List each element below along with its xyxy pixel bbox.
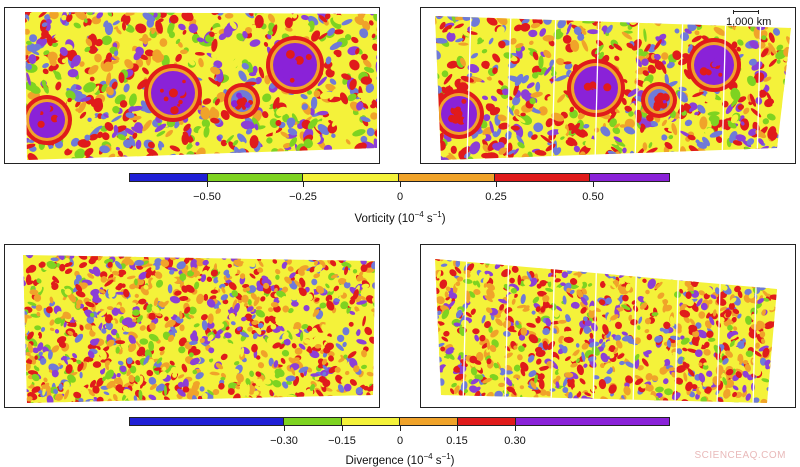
vorticity-map-left-image — [25, 12, 377, 160]
vorticity-map-right-image — [435, 16, 791, 160]
vorticity-colorbar — [129, 173, 670, 182]
colorbar-tick-label: −0.30 — [270, 435, 298, 447]
colorbar-tick-label: 0.25 — [485, 191, 507, 203]
colorbar-band — [284, 418, 343, 425]
colorbar-tick — [342, 426, 343, 431]
colorbar-tick — [303, 182, 304, 187]
colorbar-band — [590, 174, 669, 181]
colorbar-band — [130, 418, 285, 425]
scale-bar-line — [733, 10, 759, 14]
colorbar-tick — [284, 426, 285, 431]
colorbar-band — [457, 418, 516, 425]
colorbar-tick-label: 0.50 — [582, 191, 604, 203]
watermark: SCIENCEAQ.COM — [694, 450, 786, 461]
vorticity-map-right — [420, 7, 796, 164]
colorbar-tick — [207, 182, 208, 187]
colorbar-band — [130, 174, 208, 181]
divergence-map-left-image — [23, 255, 375, 403]
colorbar-tick-label: 0.15 — [446, 435, 468, 447]
divergence-colorbar — [129, 417, 670, 426]
colorbar-band — [399, 174, 495, 181]
colorbar-tick — [496, 182, 497, 187]
colorbar-tick-label: −0.15 — [328, 435, 356, 447]
divergence-map-right — [420, 244, 796, 408]
divergence-map-right-image — [435, 259, 777, 403]
colorbar-band — [342, 418, 400, 425]
colorbar-tick-label: 0 — [396, 435, 404, 447]
colorbar-tick — [400, 182, 401, 187]
colorbar-tick-label: −0.50 — [193, 191, 221, 203]
colorbar-tick-label: 0 — [396, 191, 404, 203]
colorbar-band — [515, 418, 669, 425]
vorticity-colorbar-title: Vorticity (10−4 s−1) — [354, 210, 446, 225]
vorticity-map-left — [4, 7, 380, 164]
colorbar-band — [494, 174, 591, 181]
colorbar-band — [207, 174, 304, 181]
colorbar-tick — [593, 182, 594, 187]
colorbar-tick — [400, 426, 401, 431]
colorbar-tick — [515, 426, 516, 431]
colorbar-band — [303, 174, 399, 181]
divergence-map-left — [4, 244, 380, 408]
scale-bar-label: 1,000 km — [726, 16, 772, 28]
colorbar-band — [399, 418, 458, 425]
divergence-colorbar-title: Divergence (10−4 s−1) — [345, 452, 455, 467]
colorbar-tick-label: 0.30 — [504, 435, 526, 447]
colorbar-tick — [457, 426, 458, 431]
colorbar-tick-label: −0.25 — [289, 191, 317, 203]
